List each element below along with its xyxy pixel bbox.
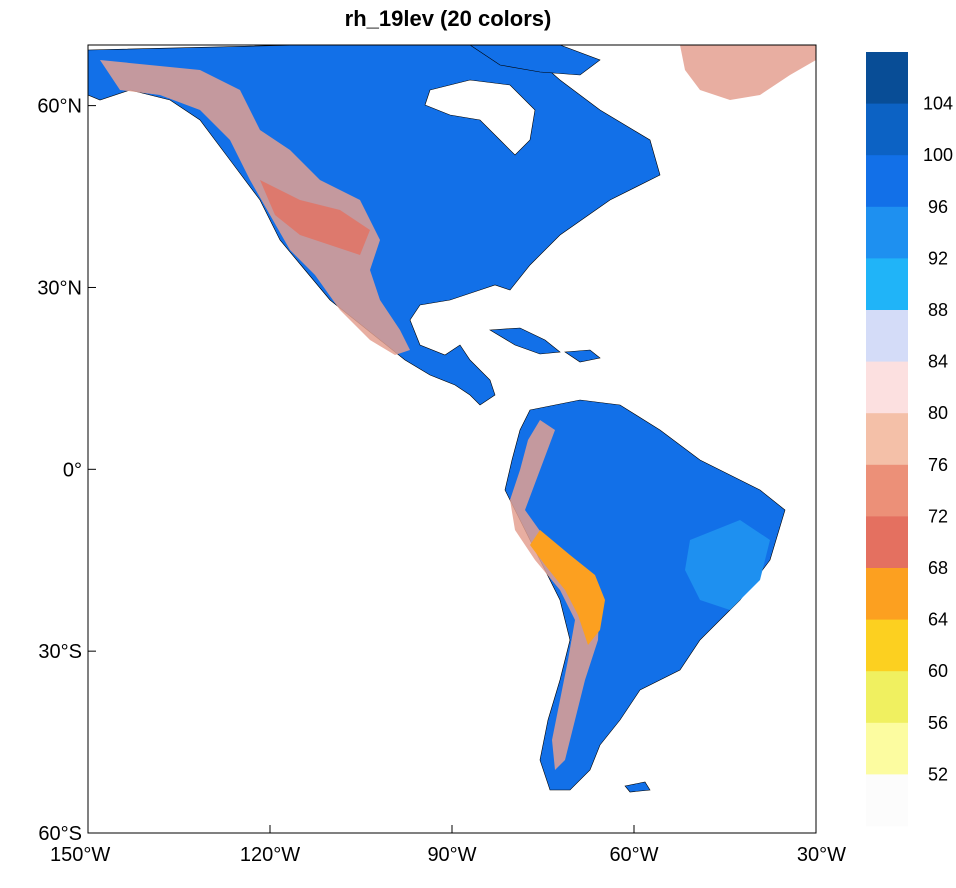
colorbar-label: 56 <box>928 713 948 733</box>
plot-area <box>88 45 816 793</box>
y-axis: 60°N 30°N 0° 30°S 60°S <box>37 96 96 845</box>
map-title: rh_19lev (20 colors) <box>344 6 552 31</box>
hudson-bay <box>424 79 536 156</box>
y-tick-label: 30°S <box>38 641 82 663</box>
colorbar-label: 52 <box>928 764 948 784</box>
caribbean-cuba <box>489 327 561 355</box>
colorbar-label: 92 <box>928 248 948 268</box>
colorbar-label: 80 <box>928 403 948 423</box>
x-tick-label: 60°W <box>609 844 658 866</box>
colorbar-label: 60 <box>928 661 948 681</box>
colorbar-label: 104 <box>923 94 953 114</box>
greenland-landmass <box>680 45 816 100</box>
colorbar-swatch <box>866 103 908 156</box>
y-tick-label: 60°S <box>38 823 82 845</box>
colorbar: 104 100 96 92 88 84 80 76 72 68 64 60 56 52 <box>866 52 953 827</box>
x-tick-label: 90°W <box>427 844 476 866</box>
colorbar-swatch <box>866 310 908 363</box>
rocky-mountains-terrain <box>100 60 410 355</box>
colorbar-swatch <box>866 464 908 517</box>
colorbar-swatch <box>866 361 908 414</box>
colorbar-label: 96 <box>928 197 948 217</box>
x-axis: 150°W 120°W 90°W 60°W 30°W <box>50 825 846 866</box>
colorbar-label: 68 <box>928 558 948 578</box>
colorbar-swatch <box>866 258 908 311</box>
colorbar-swatch <box>866 774 908 827</box>
colorbar-swatch <box>866 619 908 672</box>
colorbar-label: 84 <box>928 352 948 372</box>
colorbar-label: 100 <box>923 145 953 165</box>
colorbar-label: 76 <box>928 455 948 475</box>
falkland-islands <box>624 781 651 793</box>
colorbar-swatch <box>866 206 908 259</box>
colorbar-swatch <box>866 413 908 466</box>
x-tick-label: 120°W <box>240 844 300 866</box>
andes-terrain <box>510 420 600 770</box>
colorbar-label: 64 <box>928 610 948 630</box>
y-tick-label: 30°N <box>37 277 82 299</box>
amazon-lighter-region <box>685 520 770 610</box>
y-tick-label: 0° <box>63 459 82 481</box>
colorbar-swatch <box>866 516 908 569</box>
colorbar-swatch <box>866 568 908 621</box>
x-tick-label: 150°W <box>50 844 110 866</box>
colorbar-swatch <box>866 52 908 105</box>
caribbean-hispaniola <box>564 349 601 363</box>
y-tick-label: 60°N <box>37 96 82 118</box>
colorbar-swatch <box>866 155 908 208</box>
colorbar-swatch <box>866 722 908 775</box>
colorbar-label: 72 <box>928 506 948 526</box>
rocky-mountains-core <box>260 180 370 255</box>
colorbar-label: 88 <box>928 300 948 320</box>
x-tick-label: 30°W <box>797 844 846 866</box>
colorbar-swatch <box>866 671 908 724</box>
altiplano-terrain <box>530 530 605 645</box>
arctic-islands <box>469 45 601 76</box>
